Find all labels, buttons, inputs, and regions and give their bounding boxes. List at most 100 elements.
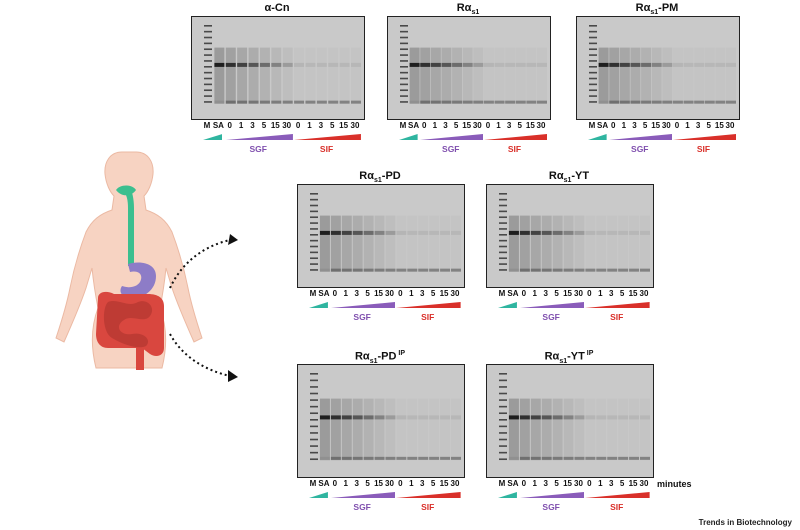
lane-band (598, 100, 609, 104)
lane-smear (684, 48, 694, 104)
sgf-wedge (420, 134, 484, 140)
panel-acn: α-Cn M SA 0 1 3 5 15 30 0 1 3 5 15 30 SGF SIF (186, 2, 368, 162)
lane-band (407, 415, 418, 420)
lane-band (259, 100, 270, 104)
sa-wedge (203, 134, 223, 140)
lane-band (396, 456, 407, 460)
lane-band (363, 230, 374, 235)
lane-band (619, 100, 630, 104)
lane-label: SA (408, 121, 420, 130)
lane-smear (451, 216, 461, 272)
lane-smear (317, 48, 327, 104)
lane-label: 5 (365, 479, 370, 488)
lane-smear (363, 398, 374, 461)
sif-label: SIF (610, 312, 624, 322)
lane-smear (629, 399, 639, 461)
lane-smear (541, 215, 552, 272)
lane-band (563, 415, 574, 420)
lane-label: 5 (261, 121, 267, 130)
lane-band (352, 230, 363, 235)
lane-band (629, 230, 640, 235)
lane-smear (641, 47, 652, 104)
marker-band (310, 386, 318, 388)
lane-label: 5 (453, 121, 459, 130)
lane-label: 0 (610, 121, 616, 130)
gel-image (486, 364, 654, 478)
marker-band (204, 25, 212, 27)
marker-band (589, 36, 597, 39)
lane-smear (271, 47, 282, 104)
lane-smear (694, 48, 704, 104)
marker-band (310, 257, 318, 260)
gel-image (387, 16, 551, 120)
lane-band (574, 456, 585, 460)
lane-label: 0 (485, 121, 491, 130)
lane-band (451, 268, 461, 272)
small-intestine (103, 301, 153, 348)
lane-smear (462, 47, 473, 104)
marker-band (310, 425, 318, 428)
lane-band (715, 100, 726, 104)
panel-title: Rαs1-YT IP (544, 350, 594, 365)
marker-band (589, 77, 597, 80)
lane-band (483, 100, 494, 104)
marker-band (499, 245, 507, 248)
marker-band (204, 95, 212, 97)
lane-band (641, 62, 652, 67)
lane-label: 3 (695, 121, 701, 130)
lane-label: 3 (543, 289, 548, 298)
lane-band (409, 62, 420, 67)
lane-smear (519, 398, 530, 461)
arrow-to-gastric-icon (169, 234, 238, 289)
lane-band (629, 456, 640, 460)
lane-smear (374, 398, 385, 461)
marker-band (310, 451, 318, 454)
marker-band (400, 42, 408, 45)
sif-wedge (294, 134, 361, 140)
lane-band (715, 62, 726, 67)
lane-smear (440, 216, 450, 272)
lane-band (607, 268, 618, 272)
lane-band (385, 415, 396, 420)
lane-band (494, 62, 505, 67)
lane-smear (385, 398, 396, 461)
lane-label: 1 (598, 289, 603, 298)
lane-band (483, 62, 494, 67)
lane-label: 3 (543, 479, 548, 488)
sgf-label: SGF (353, 502, 371, 512)
lane-band (574, 268, 585, 272)
lane-band (607, 230, 618, 235)
lane-band (374, 415, 385, 420)
lane-band (662, 100, 673, 104)
lane-band (629, 415, 640, 420)
lane-label: 3 (443, 121, 448, 130)
lane-smear (363, 215, 374, 272)
marker-band (310, 216, 318, 219)
esophagus (122, 186, 134, 266)
lane-label: 1 (685, 121, 690, 130)
lane-label: 1 (343, 479, 348, 488)
lane-band (420, 100, 431, 104)
lane-band (363, 456, 374, 460)
lane-band (585, 456, 596, 460)
lane-label: M (203, 121, 211, 130)
lane-smear (429, 399, 439, 461)
lane-band (694, 100, 705, 104)
lane-smear (341, 398, 352, 461)
lane-smear (640, 216, 650, 272)
lane-band (407, 456, 418, 460)
lane-smear (407, 216, 417, 272)
lane-band (305, 100, 316, 104)
lane-smear (473, 47, 484, 104)
panel-ras1: Rαs1 M SA 0 1 3 5 15 30 0 1 3 5 15 30 SGF SIF (382, 2, 554, 162)
marker-band (400, 48, 408, 51)
lane-smear (225, 47, 236, 104)
lane-smear (319, 215, 330, 272)
marker-band (499, 399, 507, 401)
lane-label: 1 (532, 289, 537, 298)
marker-band (310, 392, 318, 395)
lane-band (662, 62, 673, 67)
marker-band (310, 239, 318, 242)
lane-band (537, 62, 547, 67)
lane-band (541, 230, 552, 235)
